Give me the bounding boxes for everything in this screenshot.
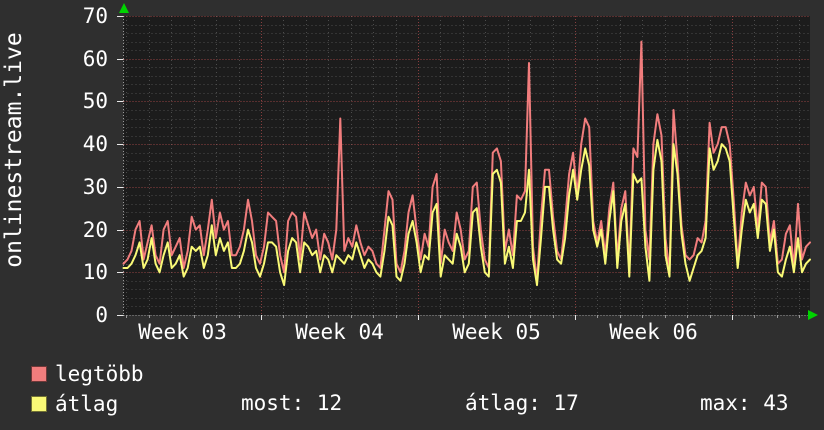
x-axis-arrow-icon — [808, 310, 818, 320]
stat-most-value: 12 — [316, 391, 343, 415]
y-axis-tick-label: 40 — [82, 132, 108, 157]
stat-atlag-value: 17 — [553, 391, 579, 415]
stat-atlag-label: átlag: — [465, 391, 541, 415]
y-axis-tick-label: 20 — [82, 217, 108, 242]
x-axis-tick-label: Week 04 — [295, 320, 384, 344]
y-axis-tick-label: 30 — [82, 174, 108, 199]
y-axis-tick-label: 70 — [82, 4, 108, 28]
x-axis-tick-label: Week 03 — [138, 320, 227, 344]
y-axis-tick-label: 10 — [82, 260, 108, 285]
legend-swatch-atlag — [31, 396, 47, 412]
plot-background — [123, 16, 810, 315]
x-axis-tick-label: Week 06 — [609, 320, 698, 344]
stat-max-label: max: — [700, 391, 751, 415]
series-line-atlag — [122, 138, 811, 287]
stat-most-label: most: — [241, 391, 305, 415]
x-axis-tick-label: Week 05 — [452, 320, 541, 344]
y-axis-tick-label: 0 — [95, 303, 108, 327]
stat-most: most: 12 — [241, 392, 342, 414]
legend-label-atlag: átlag — [55, 392, 119, 416]
stat-max-value: 43 — [763, 391, 789, 415]
y-axis-arrow-icon — [119, 3, 129, 13]
legend-swatch-legtobb — [31, 366, 47, 382]
legend-label-legtobb: legtöbb — [55, 362, 144, 386]
stat-max: max: 43 — [700, 392, 789, 414]
series-line-legtobb — [122, 40, 811, 282]
y-axis-tick-label: 60 — [82, 46, 108, 71]
y-axis-tick-label: 50 — [82, 89, 108, 114]
stat-atlag: átlag: 17 — [465, 392, 579, 414]
